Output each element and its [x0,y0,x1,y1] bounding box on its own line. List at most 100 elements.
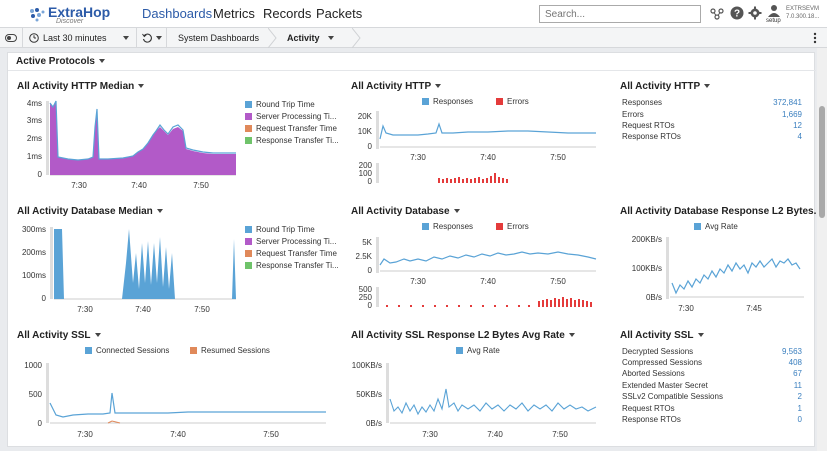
setup-label[interactable]: setup [766,18,781,24]
active-protocols-section: Active Protocols All Activity HTTP Media… [7,52,822,447]
user-icon[interactable] [767,4,781,18]
legend-item[interactable]: Server Processing Ti... [245,112,336,121]
stat-row[interactable]: Compressed Sessions 408 [622,358,802,367]
x-tick: 7:50 [263,430,279,439]
gear-icon[interactable] [748,6,762,20]
system-version: 7.0.300.18... [786,14,820,20]
nav-dashboards[interactable]: Dashboards [142,6,213,21]
toolbar-divider [166,28,167,48]
y-tick: 20K [358,112,373,121]
ssl-chart[interactable]: 1000 500 0 7:30 7:40 7:50 [8,359,328,443]
stat-row[interactable]: Request RTOs 1 [622,404,802,413]
avg-rate-line [671,257,801,295]
breadcrumb-system-dashboards[interactable]: System Dashboards [178,33,260,43]
toggle-sidebar-icon[interactable] [5,33,17,43]
stat-row[interactable]: Extended Master Secret 11 [622,381,802,390]
widget-title-http-median[interactable]: All Activity HTTP Median [17,81,145,92]
y-axis-bar [376,237,379,273]
chevron-down-icon [453,209,460,214]
http-chart[interactable]: 20K 10K 0 7:30 7:40 7:50 200 100 0 [338,109,598,185]
y-tick: 5K [362,238,372,247]
chevron-down-icon [138,84,145,89]
stat-row[interactable]: Responses 372,841 [622,98,802,107]
legend-item[interactable]: Responses [422,222,473,231]
widget-title-http[interactable]: All Activity HTTP [351,81,442,92]
chevron-down-icon[interactable] [328,36,334,40]
x-tick: 7:30 [77,430,93,439]
round-trip-time-area [54,229,236,299]
x-tick: 7:30 [410,277,426,286]
time-range-selector[interactable]: Last 30 minutes [27,28,137,48]
legend-item[interactable]: Resumed Sessions [190,346,270,355]
x-tick: 7:40 [487,430,503,439]
vertical-scrollbar[interactable] [817,48,827,451]
legend-item[interactable]: Responses [422,97,473,106]
legend-swatch [694,223,701,230]
nav-packets[interactable]: Packets [316,6,363,21]
legend-item[interactable]: Avg Rate [456,346,500,355]
widget-title-http-stats[interactable]: All Activity HTTP [620,81,711,92]
legend-item[interactable]: Errors [496,222,529,231]
widget-title-db[interactable]: All Activity Database [351,206,460,217]
legend-item[interactable]: Errors [496,97,529,106]
y-tick: 2.5K [356,252,373,261]
legend-item[interactable]: Avg Rate [694,222,738,231]
x-tick: 7:50 [550,153,566,162]
legend-item[interactable]: Request Transfer Time [245,124,337,133]
y-tick: 2ms [27,134,42,143]
widget-title-ssl[interactable]: All Activity SSL [17,330,101,341]
y2-axis-bar [376,163,379,183]
x-tick: 7:30 [71,181,87,190]
db-median-chart[interactable]: 300ms 200ms 100ms 0 7:30 7:40 7:50 [8,223,238,317]
nav-records[interactable]: Records [263,6,312,21]
legend-item[interactable]: Connected Sessions [85,346,169,355]
y-tick: 100ms [22,271,46,280]
search-input[interactable] [539,5,701,23]
legend-swatch [496,223,503,230]
widget-title-ssl-stats[interactable]: All Activity SSL [620,330,704,341]
legend-swatch [496,98,503,105]
more-options-icon[interactable] [813,32,817,44]
section-title[interactable]: Active Protocols [16,56,105,67]
stat-row[interactable]: Response RTOs 4 [622,132,802,141]
x-tick: 7:40 [480,153,496,162]
widget-title-db-l2[interactable]: All Activity Database Response L2 Bytes.… [620,206,822,217]
y-tick: 10K [358,127,373,136]
legend-swatch [245,113,252,120]
chevron-down-icon [156,209,163,214]
y-tick: 500 [29,390,43,399]
widget-title-ssl-l2[interactable]: All Activity SSL Response L2 Bytes Avg R… [351,330,575,341]
stat-row[interactable]: Decrypted Sessions 9,563 [622,347,802,356]
legend-item[interactable]: Round Trip Time [245,100,315,109]
connected-sessions-line [49,392,326,418]
stat-row[interactable]: Request RTOs 12 [622,121,802,130]
http-median-chart[interactable]: 4ms 3ms 2ms 1ms 0 7:30 7:40 7:50 [8,97,238,193]
stat-row[interactable]: Response RTOs 0 [622,415,802,424]
breadcrumb-activity[interactable]: Activity [287,33,320,43]
legend-swatch [245,125,252,132]
scrollbar-thumb[interactable] [819,106,825,218]
ssl-l2-chart[interactable]: 100KB/s 50KB/s 0B/s 7:30 7:40 7:50 [338,359,598,443]
network-icon[interactable] [710,6,724,20]
chevron-down-icon [697,333,704,338]
top-navigation: ExtraHop Discover Dashboards Metrics Rec… [0,0,827,28]
help-icon[interactable]: ? [730,6,744,20]
widget-title-db-median[interactable]: All Activity Database Median [17,206,163,217]
x-tick: 7:40 [170,430,186,439]
db-l2-chart[interactable]: 200KB/s 100KB/s 0B/s 7:30 7:45 [616,233,806,317]
stat-row[interactable]: SSLv2 Compatible Sessions 2 [622,392,802,401]
y-tick: 0B/s [366,419,382,428]
stat-row[interactable]: Errors 1,669 [622,110,802,119]
stat-row[interactable]: Aborted Sessions 67 [622,369,802,378]
legend-item[interactable]: Response Transfer Ti... [245,261,339,270]
legend-item[interactable]: Request Transfer Time [245,249,337,258]
legend-swatch [190,347,197,354]
nav-metrics[interactable]: Metrics [213,6,255,21]
history-button[interactable] [140,28,166,48]
legend-item[interactable]: Round Trip Time [245,225,315,234]
legend-item[interactable]: Response Transfer Ti... [245,136,339,145]
legend-item[interactable]: Server Processing Ti... [245,237,336,246]
x-tick: 7:50 [193,181,209,190]
db-chart[interactable]: 5K 2.5K 0 7:30 7:40 7:50 500 250 0 [338,235,598,311]
y2-tick: 500 [359,285,373,294]
